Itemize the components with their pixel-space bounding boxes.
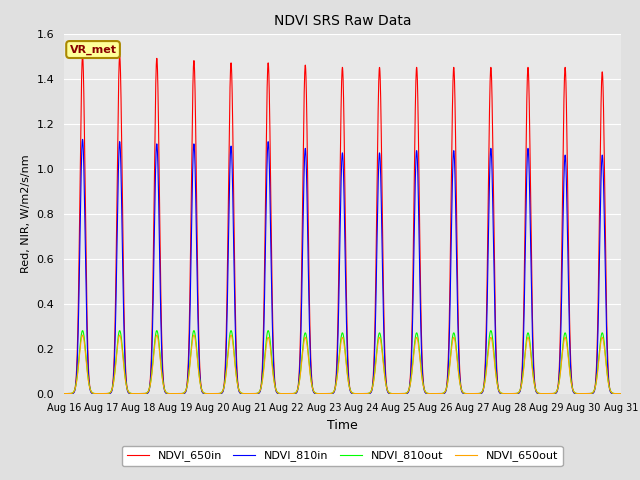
Legend: NDVI_650in, NDVI_810in, NDVI_810out, NDVI_650out: NDVI_650in, NDVI_810in, NDVI_810out, NDV… [122, 446, 563, 466]
X-axis label: Time: Time [327, 419, 358, 432]
NDVI_650in [79, 53, 86, 59]
NDVI_650out [79, 332, 86, 338]
NDVI_810in [179, 391, 187, 396]
NDVI_650out [617, 391, 625, 396]
NDVI_810in [499, 391, 506, 396]
Title: NDVI SRS Raw Data: NDVI SRS Raw Data [274, 14, 411, 28]
NDVI_810out [499, 391, 506, 396]
Line: NDVI_650in: NDVI_650in [64, 56, 621, 394]
NDVI_650out [269, 366, 276, 372]
Line: NDVI_810in: NDVI_810in [64, 139, 621, 394]
NDVI_650out [179, 390, 187, 396]
NDVI_810out [419, 383, 427, 388]
NDVI_810out [179, 390, 187, 396]
Text: VR_met: VR_met [70, 44, 116, 55]
NDVI_810in [617, 391, 625, 396]
NDVI_650out [499, 391, 506, 396]
NDVI_650out [615, 391, 623, 396]
NDVI_810out [269, 363, 276, 369]
NDVI_650in [615, 391, 623, 396]
NDVI_650out [60, 391, 68, 396]
NDVI_650in [617, 391, 625, 396]
Y-axis label: Red, NIR, W/m2/s/nm: Red, NIR, W/m2/s/nm [21, 154, 31, 273]
NDVI_810out [615, 391, 623, 396]
NDVI_650in [499, 391, 506, 396]
NDVI_810in [79, 136, 86, 142]
NDVI_810out [617, 391, 625, 396]
NDVI_650in [419, 378, 427, 384]
NDVI_810in [615, 391, 623, 396]
NDVI_810in [60, 391, 68, 396]
NDVI_650out [173, 391, 181, 396]
NDVI_810out [79, 328, 86, 334]
NDVI_810in [173, 391, 181, 396]
Line: NDVI_810out: NDVI_810out [64, 331, 621, 394]
NDVI_650in [179, 391, 187, 396]
NDVI_650out [419, 383, 427, 389]
Line: NDVI_650out: NDVI_650out [64, 335, 621, 394]
NDVI_650in [269, 309, 276, 314]
NDVI_810out [60, 391, 68, 396]
NDVI_650in [60, 391, 68, 396]
NDVI_650in [173, 391, 181, 396]
NDVI_810out [173, 391, 181, 396]
NDVI_810in [419, 382, 427, 387]
NDVI_810in [269, 328, 276, 334]
